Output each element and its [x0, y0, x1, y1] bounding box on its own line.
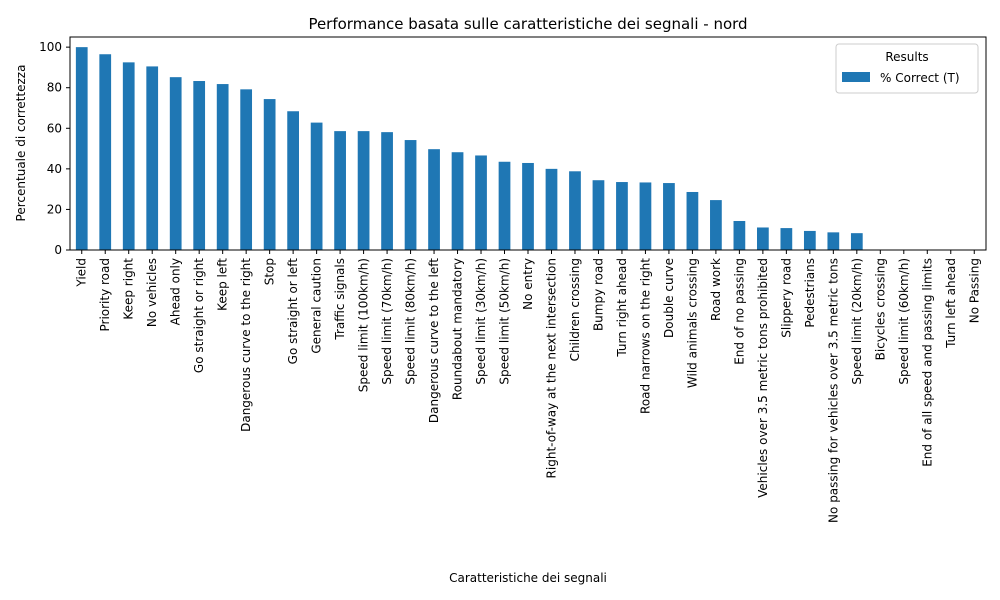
bar	[663, 183, 675, 250]
y-tick-label: 100	[39, 40, 62, 54]
x-tick-label: No passing for vehicles over 3.5 metric …	[826, 258, 840, 523]
bar	[475, 155, 487, 250]
bar	[381, 132, 393, 250]
x-tick-label: Turn left ahead	[944, 258, 958, 349]
x-tick-label: Bumpy road	[591, 258, 605, 331]
bar	[803, 230, 816, 250]
x-tick-label: Road narrows on the right	[638, 258, 652, 414]
y-tick-label: 60	[47, 121, 62, 135]
x-tick-label: Speed limit (70km/h)	[380, 258, 394, 385]
x-tick-label: Pedestrians	[803, 258, 817, 328]
y-tick-label: 0	[54, 243, 62, 257]
bar	[498, 161, 511, 250]
bar	[122, 62, 135, 250]
bar	[404, 140, 417, 250]
bar	[757, 227, 769, 250]
x-tick-label: End of all speed and passing limits	[920, 258, 934, 467]
bar	[569, 171, 581, 250]
bar	[263, 99, 276, 251]
x-axis-label: Caratteristiche dei segnali	[449, 571, 607, 585]
bar	[451, 152, 464, 250]
x-tick-label: Priority road	[98, 258, 112, 332]
bar	[710, 200, 722, 250]
x-tick-label: Turn right ahead	[615, 258, 629, 358]
x-tick-label: No entry	[521, 258, 535, 310]
x-tick-label: Dangerous curve to the left	[427, 258, 441, 423]
bar	[545, 168, 558, 250]
x-tick-label: Go straight or right	[192, 258, 206, 373]
x-tick-label: Traffic signals	[333, 258, 347, 341]
bar	[169, 77, 182, 250]
x-tick-label: Speed limit (20km/h)	[850, 258, 864, 385]
bar	[287, 111, 299, 250]
bar	[146, 66, 159, 251]
legend-title: Results	[885, 50, 928, 64]
x-tick-label: Stop	[263, 258, 277, 285]
y-tick-label: 20	[47, 202, 62, 216]
bar	[850, 233, 863, 250]
bar	[99, 54, 112, 250]
bar	[780, 228, 793, 250]
x-tick-label: Ahead only	[169, 258, 183, 325]
bar	[428, 149, 440, 250]
bar	[616, 182, 628, 250]
plot-area: Yield Priority road Keep right No vehicles A…	[39, 36, 987, 523]
bar	[639, 182, 652, 250]
x-tick-label: Double curve	[662, 258, 676, 338]
x-tick-label: Right-of-way at the next intersection	[544, 258, 558, 478]
bar	[334, 131, 346, 250]
x-tick-label: Speed limit (80km/h)	[404, 258, 418, 385]
x-tick-label: Roundabout mandatory	[451, 258, 465, 400]
y-tick-label: 80	[47, 81, 62, 95]
bar	[827, 232, 840, 250]
bar	[733, 220, 746, 250]
x-tick-label: Dangerous curve to the right	[239, 258, 253, 432]
bar	[592, 180, 605, 250]
bar	[75, 47, 88, 251]
x-tick-label: No vehicles	[145, 258, 159, 327]
x-tick-label: Speed limit (100km/h)	[357, 258, 371, 392]
bar	[310, 122, 323, 250]
x-tick-label: Speed limit (50km/h)	[498, 258, 512, 385]
bar	[193, 81, 206, 251]
x-tick-label: Yield	[75, 258, 89, 288]
x-tick-label: Children crossing	[568, 258, 582, 361]
x-tick-label: General caution	[310, 258, 324, 354]
x-tick-label: Keep left	[216, 258, 230, 311]
x-tick-label: Slippery road	[779, 258, 793, 338]
bar	[240, 89, 253, 250]
legend-entry-correct-t: % Correct (T)	[880, 71, 960, 85]
x-tick-label: Road work	[709, 258, 723, 321]
legend-swatch	[842, 72, 870, 82]
y-axis-label: Percentuale di correttezza	[14, 65, 28, 222]
x-tick-label: No Passing	[967, 258, 981, 323]
bar	[216, 84, 229, 250]
x-tick-label: Keep right	[122, 258, 136, 320]
x-tick-label: Go straight or left	[286, 258, 300, 365]
x-tick-label: Vehicles over 3.5 metric tons prohibited	[756, 258, 770, 498]
y-tick-label: 40	[47, 162, 62, 176]
x-tick-label: Speed limit (60km/h)	[897, 258, 911, 385]
x-tick-label: Bicycles crossing	[873, 258, 887, 360]
chart-title: Performance basata sulle caratteristiche…	[308, 15, 747, 33]
legend-frame	[835, 43, 979, 94]
legend: Results % Correct (T)	[835, 43, 979, 94]
x-tick-label: End of no passing	[732, 258, 746, 365]
x-tick-label: Wild animals crossing	[685, 258, 699, 388]
x-tick-label: Speed limit (30km/h)	[474, 258, 488, 385]
bar	[686, 191, 699, 250]
bar	[522, 162, 534, 250]
bar	[357, 131, 370, 250]
axes-frame	[69, 36, 987, 251]
